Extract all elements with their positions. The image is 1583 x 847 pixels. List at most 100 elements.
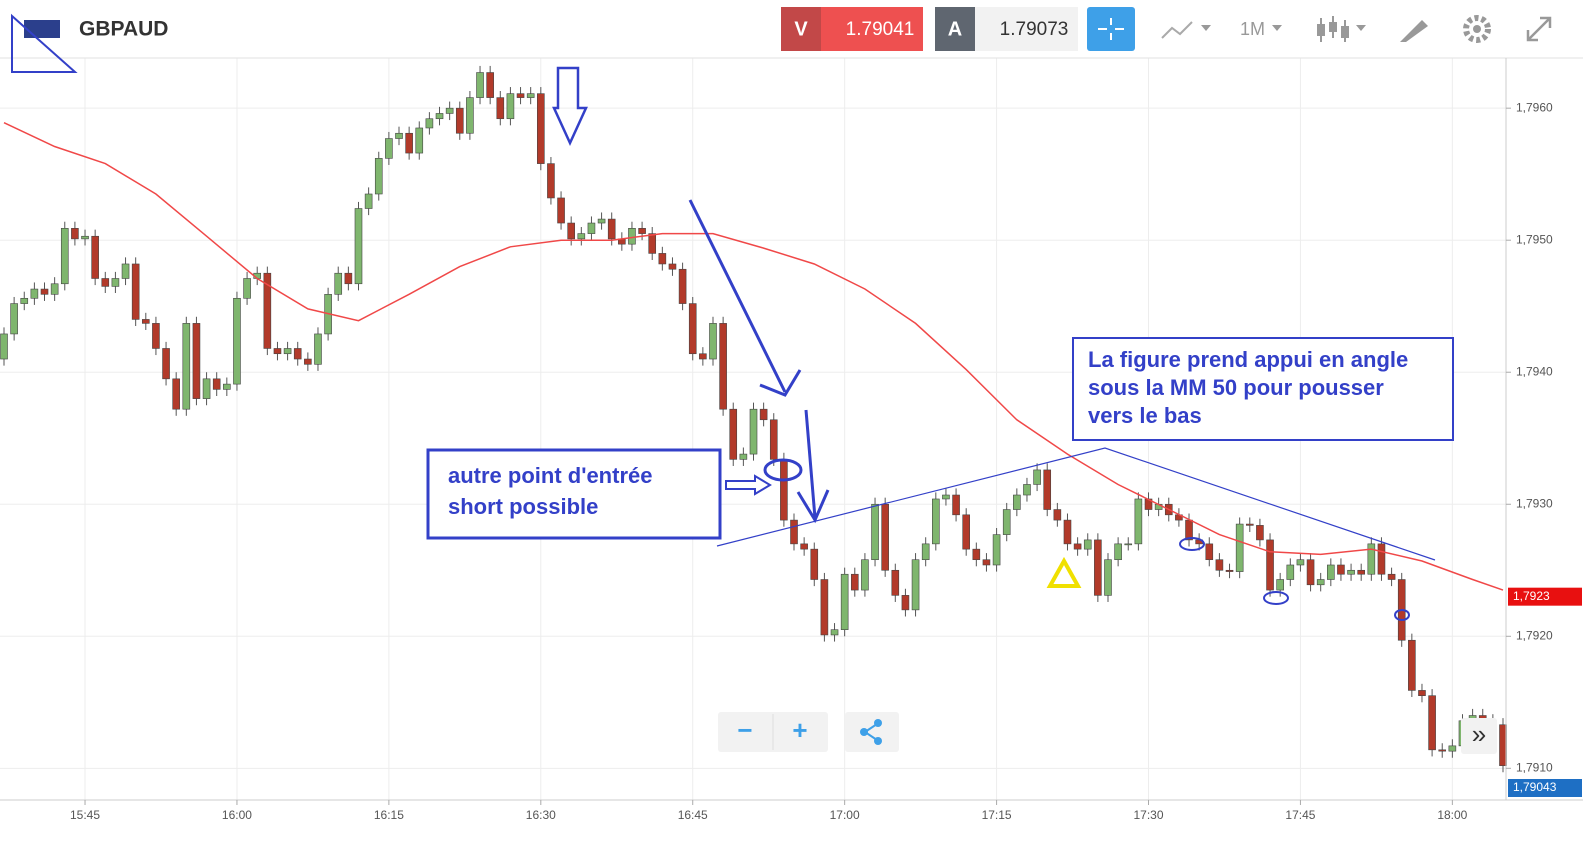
candle-body (648, 233, 657, 254)
candle-body (466, 97, 474, 134)
trend-arrow (688, 199, 802, 397)
candle-body (223, 383, 231, 390)
candle-body (395, 132, 403, 139)
candle-body (719, 323, 727, 410)
candle-body (699, 353, 707, 360)
candle-body (1235, 523, 1244, 572)
candle-body (30, 288, 39, 299)
candle-body (202, 378, 211, 399)
y-tick-label: 1,7950 (1516, 232, 1553, 246)
draw-icon[interactable] (1400, 20, 1428, 42)
buy-button[interactable] (975, 7, 1078, 51)
candle-body (932, 498, 940, 545)
chart-type-icon[interactable] (1161, 21, 1193, 39)
candle-body (1013, 494, 1021, 510)
x-tick-label: 17:00 (830, 808, 860, 822)
candle-icon-body (1341, 26, 1349, 38)
candle-body (1053, 509, 1062, 521)
candle-body (81, 235, 89, 240)
candle-body (769, 419, 778, 460)
symbol: GBPAUD (79, 18, 168, 41)
candle-body (455, 107, 464, 134)
candle-body (1215, 559, 1224, 571)
candle-body (273, 348, 282, 355)
candle-body (840, 573, 849, 630)
candle-body (1408, 639, 1416, 691)
candle-body (182, 323, 191, 410)
candle-body (992, 534, 1001, 566)
candle-body (1245, 523, 1254, 526)
candle-body (1357, 569, 1366, 575)
candle-body (1448, 745, 1457, 752)
annotation-box (426, 448, 722, 540)
zoom-out[interactable]: − (737, 715, 752, 745)
dropdown (1272, 25, 1282, 31)
drawings (426, 66, 1454, 621)
scroll-button[interactable] (1461, 718, 1497, 754)
candle-body (526, 93, 535, 98)
candle-body (131, 263, 140, 320)
candle-body (850, 573, 859, 591)
trendline (716, 447, 1436, 561)
candle-body (0, 333, 8, 360)
marks (0, 65, 1507, 773)
dropdown (1356, 25, 1366, 31)
candle-body (1418, 690, 1426, 696)
entry-ellipse (763, 458, 803, 482)
candle-body (1033, 469, 1041, 485)
candle-body (790, 519, 798, 545)
x-tick-label: 17:45 (1285, 808, 1315, 822)
candle-body (607, 218, 616, 240)
candle-body (1083, 539, 1092, 550)
price-label: 1,7923 (1513, 589, 1550, 603)
touch-ellipse (1394, 609, 1410, 621)
candle-body (1276, 579, 1284, 591)
scroll-label: » (1472, 719, 1486, 749)
annotation-text: sous la MM 50 pour pousser (1088, 375, 1384, 400)
candle-body (476, 72, 484, 98)
drawn-triangle (11, 13, 78, 73)
candle-body (1377, 543, 1386, 575)
settings-icon-center (1473, 25, 1481, 33)
x-tick-label: 18:00 (1437, 808, 1467, 822)
x-tick-label: 17:15 (982, 808, 1012, 822)
share-button[interactable] (845, 712, 899, 752)
timeframe[interactable]: 1M (1240, 19, 1265, 39)
price-label-bg (1508, 779, 1582, 797)
candle-body (1225, 569, 1234, 572)
candle-body (1296, 559, 1305, 566)
candle-body (71, 228, 79, 240)
candle-body (678, 268, 687, 304)
candle-body (516, 93, 525, 98)
entry-arrow (725, 474, 772, 496)
fullscreen-icon[interactable] (1526, 16, 1552, 42)
candle-body (1499, 724, 1507, 766)
y-tick-label: 1,7940 (1516, 364, 1553, 378)
axis-labels: 1,7910 1,7920 1,7930 1,7940 1,7950 1,7960 15:4… (70, 100, 1582, 822)
y-tick-label: 1,7910 (1516, 760, 1553, 774)
candle-body (1073, 543, 1082, 550)
sell-button[interactable] (821, 7, 923, 51)
triangle-marker (1046, 556, 1082, 588)
candle-body (50, 283, 59, 295)
candle-body (1023, 484, 1031, 496)
buy-tag[interactable] (935, 7, 975, 51)
candle-body (1256, 525, 1264, 541)
candle-body (435, 113, 444, 120)
candle-body (212, 378, 221, 390)
sell-price: 1.79041 (846, 19, 915, 40)
zoom-in[interactable]: + (792, 715, 807, 745)
candle-body (121, 263, 130, 279)
candle-body (304, 358, 312, 365)
settings-icon[interactable] (1463, 15, 1491, 43)
sell-tag[interactable] (781, 7, 821, 51)
crosshair-button[interactable] (1087, 7, 1135, 51)
candle-body (425, 118, 434, 129)
candle-body (496, 97, 505, 120)
candle-body (10, 303, 18, 335)
candle-body (141, 319, 150, 324)
dropdown (1201, 25, 1211, 31)
x-tick-label: 16:45 (678, 808, 708, 822)
candle-body (111, 278, 120, 287)
